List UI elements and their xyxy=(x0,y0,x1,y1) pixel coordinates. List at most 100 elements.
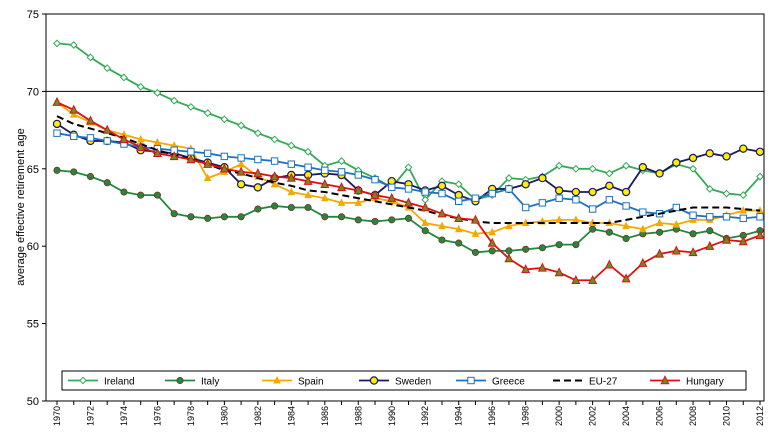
data-point xyxy=(571,274,581,284)
legend-entry: Greece xyxy=(456,377,525,388)
x-tick-label: 2008 xyxy=(688,406,698,426)
data-point xyxy=(388,216,396,224)
y-axis: 50 55 60 65 70 75 xyxy=(27,9,46,408)
x-tick-label: 1974 xyxy=(119,406,129,426)
data-point xyxy=(672,220,681,228)
x-tick-label: 1988 xyxy=(353,406,363,426)
data-point xyxy=(186,102,195,111)
data-point xyxy=(69,41,78,49)
x-tick-label: 1996 xyxy=(487,406,497,426)
data-point xyxy=(521,264,531,274)
data-point xyxy=(672,158,681,167)
x-tick-label: 1990 xyxy=(387,406,397,426)
data-point xyxy=(756,172,764,181)
data-point xyxy=(270,179,279,188)
data-point xyxy=(286,172,296,182)
data-point xyxy=(706,213,714,221)
series-hungary xyxy=(52,96,765,284)
data-point xyxy=(354,171,362,179)
data-point xyxy=(176,376,184,385)
data-point xyxy=(571,164,580,173)
data-point xyxy=(604,259,614,269)
data-point xyxy=(370,189,380,199)
data-point xyxy=(639,224,647,233)
x-tick-label: 2012 xyxy=(755,406,765,426)
data-point xyxy=(270,171,280,181)
data-point xyxy=(304,203,312,212)
data-point xyxy=(656,228,664,236)
data-point xyxy=(538,244,546,252)
data-point xyxy=(688,153,698,163)
y-tick-label: 70 xyxy=(27,86,39,98)
data-point xyxy=(555,215,563,223)
data-point xyxy=(722,189,731,198)
legend-label: Sweden xyxy=(395,377,431,388)
legend: Ireland Italy Spain Sweden Greece EU-27 Hungar… xyxy=(61,370,747,391)
data-point xyxy=(253,183,263,192)
legend-label: Spain xyxy=(298,377,324,388)
data-point xyxy=(103,179,111,187)
legend-entry: Italy xyxy=(165,377,219,388)
data-point xyxy=(438,236,446,244)
data-point xyxy=(254,205,262,213)
data-point xyxy=(555,194,563,202)
data-point xyxy=(103,137,111,145)
series-italy xyxy=(53,166,764,256)
data-point xyxy=(320,178,330,188)
data-point xyxy=(505,185,513,193)
data-point xyxy=(236,180,246,189)
data-point xyxy=(403,197,414,207)
data-point xyxy=(420,202,430,212)
data-point xyxy=(136,141,146,151)
data-point xyxy=(287,141,296,150)
data-point xyxy=(521,203,530,212)
data-point xyxy=(470,214,480,224)
data-point xyxy=(170,210,178,218)
data-point xyxy=(337,168,346,176)
data-point xyxy=(689,164,697,173)
x-tick-label: 1998 xyxy=(521,406,531,426)
legend-box xyxy=(61,370,747,391)
data-point xyxy=(136,82,145,91)
data-point xyxy=(437,208,447,218)
x-tick-label: 1984 xyxy=(286,406,296,426)
data-point xyxy=(354,198,363,206)
data-point xyxy=(203,158,213,168)
data-point xyxy=(471,248,480,256)
data-point xyxy=(119,134,129,144)
legend-label: EU-27 xyxy=(589,377,618,388)
data-point xyxy=(454,213,464,223)
data-point xyxy=(738,236,748,246)
data-point xyxy=(537,262,547,272)
data-point xyxy=(270,135,279,144)
data-point xyxy=(69,110,78,118)
x-tick-label: 1972 xyxy=(85,406,95,426)
data-point xyxy=(404,214,413,222)
data-point xyxy=(454,180,463,189)
data-point xyxy=(237,121,246,130)
data-point xyxy=(739,191,748,200)
data-point xyxy=(186,154,196,164)
y-tick-label: 75 xyxy=(27,9,39,21)
data-point xyxy=(52,96,62,106)
data-point xyxy=(86,172,95,181)
data-point xyxy=(137,191,145,199)
data-point xyxy=(504,253,514,263)
x-axis: 1970 1972 1974 1976 1978 1980 1982 1984 1986 1988… xyxy=(52,401,765,426)
data-point xyxy=(219,163,229,173)
y-tick-label: 65 xyxy=(27,164,39,176)
data-point xyxy=(488,227,496,236)
data-point xyxy=(605,196,614,204)
data-point xyxy=(187,148,195,156)
legend-entry: Sweden xyxy=(359,376,431,388)
data-point xyxy=(153,191,161,199)
data-point xyxy=(622,202,630,210)
x-tick-label: 2004 xyxy=(621,406,631,426)
data-point xyxy=(660,375,670,385)
y-tick-label: 60 xyxy=(27,241,39,253)
data-point xyxy=(588,164,597,173)
data-point xyxy=(454,224,463,233)
data-point xyxy=(555,241,563,249)
data-point xyxy=(337,198,346,206)
